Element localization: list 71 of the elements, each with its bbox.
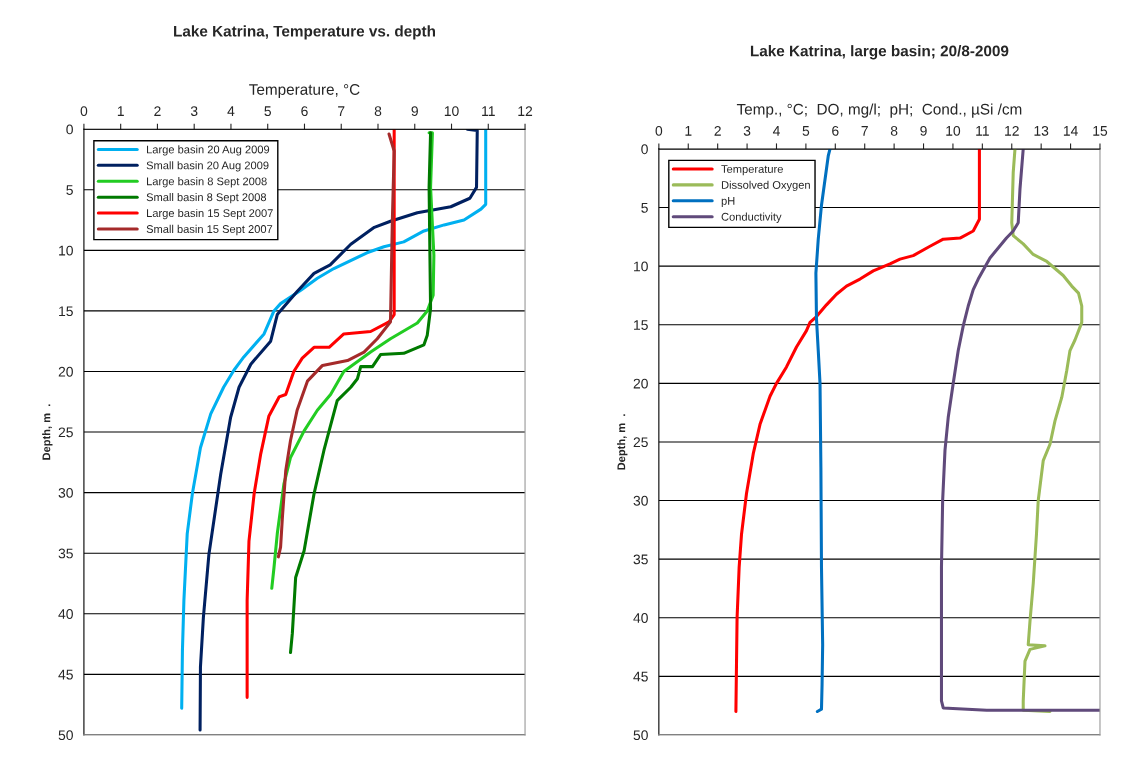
y-tick-label: 10	[59, 245, 73, 256]
chart-title: Lake Katrina, Temperature vs. depth	[174, 25, 435, 40]
x-tick-label: 10	[946, 125, 961, 136]
y-tick-label: 50	[633, 730, 648, 741]
x-tick-label: 4	[227, 106, 235, 116]
legend-label: Small basin 20 Aug 2009	[146, 161, 269, 172]
y-tick-label: 30	[633, 495, 648, 506]
x-tick-label: 12	[1005, 125, 1019, 136]
x-tick-label: 11	[976, 126, 989, 136]
x-tick-label: 1	[685, 126, 692, 136]
chart-title: Lake Katrina, large basin; 20/8-2009	[750, 45, 1009, 60]
y-tick-label: 0	[641, 144, 648, 155]
y-tick-label: 35	[633, 554, 648, 565]
legend-label: Small basin 8 Sept 2008	[146, 193, 267, 204]
y-tick-label: 40	[633, 613, 648, 623]
x-tick-label: 3	[190, 106, 198, 117]
y-tick-label: 30	[58, 487, 73, 498]
x-tick-label: 7	[861, 126, 868, 136]
x-tick-label: 4	[772, 126, 780, 136]
legend-label: Temperature	[721, 165, 783, 176]
legend-label: Large basin 15 Sept 2007	[147, 208, 273, 220]
legend-label: pH	[721, 197, 735, 207]
y-tick-label: 25	[633, 437, 648, 448]
y-tick-label: 45	[633, 671, 648, 682]
x-tick-label: 15	[1093, 126, 1108, 136]
x-tick-label: 6	[832, 125, 839, 136]
y-tick-label: 15	[634, 320, 648, 330]
x-tick-label: 8	[374, 106, 382, 117]
line-series	[939, 148, 1100, 712]
y-tick-label: 15	[59, 306, 73, 317]
x-tick-label: 1	[117, 106, 124, 116]
x-axis-title: Temperature, °C	[249, 84, 360, 98]
x-tick-label: 5	[264, 106, 271, 117]
y-tick-label: 40	[58, 609, 73, 619]
y-tick-label: 5	[66, 185, 73, 195]
y-tick-label: 20	[633, 378, 648, 389]
x-tick-label: 9	[920, 125, 927, 136]
line-series	[276, 132, 396, 559]
x-tick-label: 11	[482, 106, 495, 116]
y-tick-label: 45	[58, 669, 73, 680]
line-series	[288, 131, 433, 655]
legend-label: Dissolved Oxygen	[721, 180, 810, 192]
x-tick-label: 9	[411, 106, 418, 117]
legend-label: Large basin 20 Aug 2009	[147, 145, 270, 156]
y-axis-title: Depth, m .	[617, 414, 628, 470]
line-series	[1010, 148, 1084, 714]
x-tick-label: 7	[338, 106, 345, 116]
y-tick-label: 25	[58, 427, 73, 438]
x-tick-label: 6	[301, 106, 308, 117]
x-tick-label: 5	[802, 126, 810, 136]
x-tick-label: 12	[518, 106, 533, 116]
y-tick-label: 20	[58, 366, 73, 377]
x-tick-label: 10	[444, 106, 459, 117]
line-series	[814, 148, 832, 714]
y-tick-label: 50	[58, 730, 73, 741]
legend-label: Large basin 8 Sept 2008	[147, 177, 267, 188]
x-tick-label: 2	[154, 106, 161, 116]
x-tick-label: 0	[655, 125, 663, 136]
x-tick-label: 13	[1034, 125, 1049, 136]
x-axis-title: Temp., °C; DO, mg/l; pH; Cond., µSi /cm	[736, 103, 1022, 118]
legend-label: Small basin 15 Sept 2007	[146, 224, 273, 236]
x-tick-label: 14	[1063, 126, 1078, 136]
x-tick-label: 3	[743, 125, 751, 136]
legend-label: Conductivity	[721, 212, 782, 223]
x-tick-label: 8	[890, 125, 898, 136]
y-tick-label: 35	[58, 548, 73, 559]
y-tick-label: 5	[641, 203, 648, 213]
x-tick-label: 0	[80, 106, 88, 117]
y-axis-title: Depth, m .	[42, 404, 53, 460]
y-tick-label: 10	[634, 261, 648, 272]
x-tick-label: 2	[714, 125, 721, 136]
